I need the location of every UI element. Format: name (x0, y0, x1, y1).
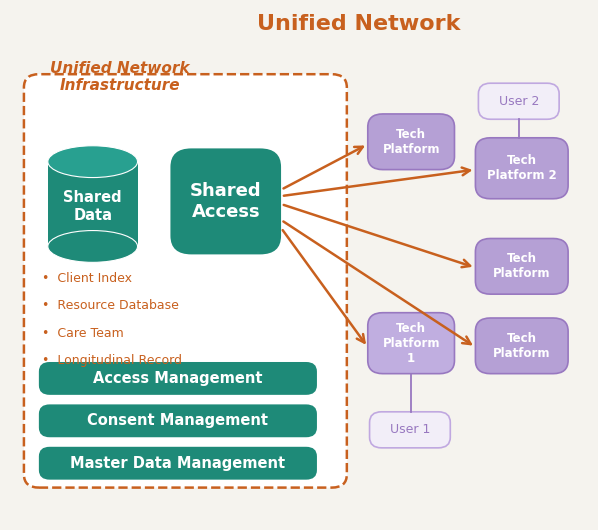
Text: •  Care Team: • Care Team (42, 327, 124, 340)
FancyBboxPatch shape (368, 114, 454, 170)
Text: Master Data Management: Master Data Management (71, 456, 285, 471)
Polygon shape (48, 162, 138, 246)
Text: •  Longitudinal Record: • Longitudinal Record (42, 355, 182, 367)
Text: Tech
Platform 2: Tech Platform 2 (487, 154, 557, 182)
Text: Shared
Data: Shared Data (63, 190, 122, 223)
Text: Shared
Access: Shared Access (190, 182, 261, 221)
FancyBboxPatch shape (478, 83, 559, 119)
Ellipse shape (48, 146, 138, 178)
Text: Tech
Platform: Tech Platform (382, 128, 440, 156)
FancyBboxPatch shape (39, 362, 317, 395)
Text: Unified Network: Unified Network (257, 14, 460, 34)
FancyBboxPatch shape (368, 313, 454, 374)
Text: Access Management: Access Management (93, 371, 263, 386)
Text: User 1: User 1 (390, 423, 430, 436)
FancyBboxPatch shape (24, 74, 347, 488)
FancyBboxPatch shape (170, 148, 281, 254)
Text: Consent Management: Consent Management (87, 413, 269, 428)
FancyBboxPatch shape (370, 412, 450, 448)
FancyBboxPatch shape (475, 318, 568, 374)
FancyBboxPatch shape (39, 447, 317, 480)
Text: Tech
Platform: Tech Platform (493, 252, 551, 280)
Ellipse shape (48, 231, 138, 262)
Text: Unified Network
Infrastructure: Unified Network Infrastructure (50, 60, 190, 93)
Text: Tech
Platform: Tech Platform (493, 332, 551, 360)
FancyBboxPatch shape (39, 404, 317, 437)
FancyBboxPatch shape (475, 238, 568, 294)
Text: •  Resource Database: • Resource Database (42, 299, 179, 312)
Text: •  Client Index: • Client Index (42, 272, 132, 285)
Text: User 2: User 2 (499, 95, 539, 108)
Text: Tech
Platform
1: Tech Platform 1 (382, 322, 440, 365)
FancyBboxPatch shape (475, 138, 568, 199)
